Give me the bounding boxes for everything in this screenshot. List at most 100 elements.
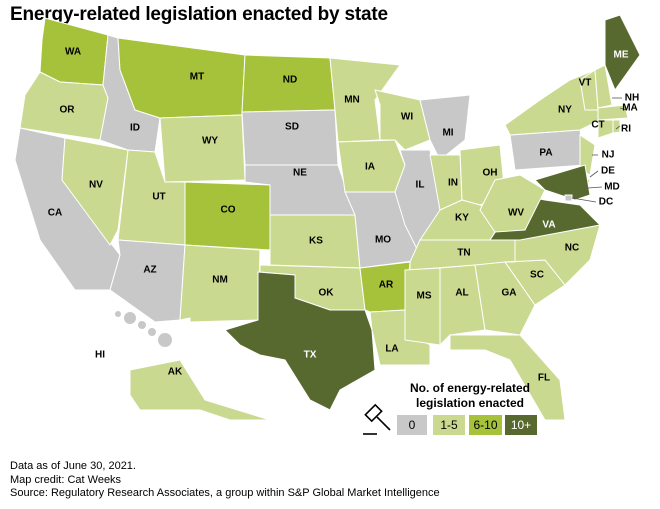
state-ak (129, 359, 271, 421)
state-label-ia: IA (365, 162, 375, 173)
legend-label-1-5: 1-5 (440, 418, 458, 432)
state-label-ma: MA (622, 103, 638, 114)
map-title: Energy-related legislation enacted by st… (10, 4, 388, 25)
state-label-ar: AR (379, 280, 394, 291)
state-label-id: ID (130, 123, 140, 134)
state-label-mn: MN (344, 95, 360, 106)
state-wv (479, 174, 546, 233)
footnotes: Data as of June 30, 2021. Map credit: Ca… (10, 460, 440, 501)
state-ri (612, 119, 621, 134)
legend-swatch-1-5: 1-5 (433, 415, 465, 435)
state-mt (117, 37, 246, 119)
legend-title: No. of energy-related legislation enacte… (395, 381, 545, 411)
state-label-ok: OK (319, 288, 335, 299)
state-label-me: ME (614, 50, 629, 61)
state-label-nv: NV (89, 180, 103, 191)
state-label-ny: NY (558, 105, 572, 116)
legend-label-0: 0 (408, 418, 416, 432)
state-label-hi: HI (95, 350, 105, 361)
state-label-dc: DC (599, 197, 613, 208)
state-hi (124, 312, 136, 324)
state-ga (474, 261, 536, 336)
state-label-ks: KS (309, 236, 323, 247)
state-label-il: IL (416, 180, 425, 191)
state-label-mt: MT (190, 72, 204, 83)
data-date-note: Data as of June 30, 2021. (10, 460, 136, 472)
map-credit: Map credit: Cat Weeks (10, 473, 122, 486)
state-wy (159, 114, 246, 183)
state-label-wy: WY (202, 136, 218, 147)
state-az (109, 239, 186, 323)
state-label-ms: MS (417, 291, 432, 302)
state-label-nj: NJ (602, 150, 615, 161)
state-label-vt: VT (579, 78, 592, 89)
legend-title-line2: legislation enacted (415, 396, 525, 410)
state-hi (148, 328, 156, 336)
legend-label-10plus: 10+ (510, 418, 532, 432)
state-label-ri: RI (621, 124, 631, 135)
state-co (184, 181, 271, 251)
state-ma (597, 104, 629, 121)
legend-title-line1: No. of energy-related (409, 381, 531, 395)
leader-line-ma (619, 107, 627, 111)
state-label-fl: FL (538, 373, 550, 384)
leader-line-ri (615, 125, 621, 130)
state-label-nm: NM (212, 275, 228, 286)
state-me (604, 14, 641, 92)
state-label-ky: KY (455, 213, 469, 224)
state-label-de: DE (601, 166, 615, 177)
state-nc (504, 224, 601, 286)
state-label-wi: WI (401, 112, 413, 123)
state-al (439, 264, 486, 347)
state-dc (564, 194, 573, 202)
source-note: Source: Regulatory Research Associates, … (10, 487, 440, 499)
state-label-ne: NE (293, 168, 307, 179)
state-label-ca: CA (48, 208, 62, 219)
leader-line-md (587, 186, 603, 189)
state-label-oh: OH (483, 168, 498, 179)
state-label-nh: NH (625, 93, 639, 104)
legend-swatch-0: 0 (397, 415, 427, 435)
state-fl (449, 334, 566, 421)
gavel-icon (363, 403, 391, 435)
state-mi (419, 94, 471, 161)
state-label-ak: AK (168, 367, 183, 378)
state-label-nc: NC (565, 243, 579, 254)
state-nh (594, 64, 613, 109)
state-md (534, 164, 591, 201)
state-label-ct: CT (591, 120, 604, 131)
state-label-la: LA (385, 344, 398, 355)
state-hi (138, 321, 146, 329)
state-label-az: AZ (143, 265, 156, 276)
state-label-sd: SD (285, 122, 299, 133)
legend-label-6-10: 6-10 (473, 418, 498, 432)
state-tx (224, 271, 376, 411)
state-label-al: AL (455, 288, 468, 299)
state-nm (179, 244, 261, 323)
state-label-md: MD (604, 182, 620, 193)
state-label-sc: SC (530, 270, 544, 281)
state-sd (241, 109, 339, 166)
state-label-wv: WV (508, 208, 524, 219)
state-hi (115, 311, 121, 317)
state-label-tn: TN (457, 248, 470, 259)
state-label-in: IN (448, 178, 458, 189)
state-label-nd: ND (283, 75, 297, 86)
state-label-mo: MO (375, 235, 391, 246)
state-label-tx: TX (304, 350, 317, 361)
state-hi (158, 333, 172, 347)
state-label-va: VA (542, 220, 555, 231)
state-label-ut: UT (152, 192, 165, 203)
state-label-ga: GA (502, 288, 517, 299)
leader-line-dc (571, 197, 597, 203)
state-label-mi: MI (442, 128, 453, 139)
state-label-or: OR (60, 105, 76, 116)
state-label-co: CO (221, 205, 236, 216)
state-nv (61, 137, 129, 246)
state-ms (404, 267, 441, 346)
state-label-pa: PA (539, 148, 552, 159)
legend-swatch-6-10: 6-10 (469, 415, 502, 435)
legend-swatch-10plus: 10+ (505, 415, 537, 435)
